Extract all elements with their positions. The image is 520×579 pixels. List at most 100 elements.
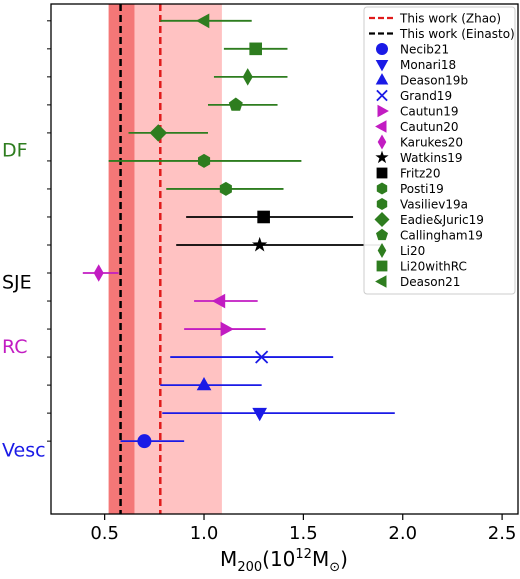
marker xyxy=(228,97,243,111)
group-label-rc: RC xyxy=(2,336,28,358)
legend-label: Fritz20 xyxy=(400,167,441,181)
legend-marker xyxy=(376,260,388,272)
marker xyxy=(211,293,226,309)
legend-entry: Callingham19 xyxy=(376,229,483,243)
legend-entry: This work (Einasto) xyxy=(369,27,515,41)
point-Karukes20 xyxy=(82,264,119,282)
legend-label: Watkins19 xyxy=(400,151,463,165)
measurement-points xyxy=(82,13,395,449)
legend-entry: Necib21 xyxy=(376,43,449,57)
legend-marker xyxy=(376,182,388,195)
group-label-df: DF xyxy=(2,140,28,162)
legend-marker xyxy=(377,243,387,258)
legend-marker xyxy=(376,167,388,179)
legend-label: This work (Zhao) xyxy=(399,12,501,26)
plot-frame xyxy=(50,3,519,515)
legend-marker xyxy=(377,104,389,118)
legend-label: Deason19b xyxy=(400,74,468,88)
legend-entry: Fritz20 xyxy=(376,167,441,181)
legend-marker xyxy=(374,212,390,227)
x-axis-ticks: 0.5 1.0 1.5 2.0 2.5 xyxy=(90,514,516,544)
point-Vasiliev19a xyxy=(108,153,302,168)
point-Watkins19 xyxy=(176,236,383,252)
legend-label: Cautun19 xyxy=(400,105,459,119)
legend-entry: Grand19 xyxy=(376,89,452,103)
x-tick-label: 2.5 xyxy=(488,523,517,544)
point-Cautun19 xyxy=(184,321,266,337)
legend-marker xyxy=(375,60,389,72)
legend-label: Necib21 xyxy=(400,43,449,57)
x-tick-label: 0.5 xyxy=(90,523,119,544)
point-Deason19b xyxy=(160,377,262,391)
legend-entry: Monari18 xyxy=(375,58,456,72)
legend-marker xyxy=(376,198,388,210)
legend-label: Li20 xyxy=(400,244,425,258)
marker xyxy=(252,236,268,252)
point-Eadie&Juric19 xyxy=(128,124,208,142)
x-axis-label: M200(1012M⊙) xyxy=(220,547,348,575)
marker xyxy=(249,42,262,56)
point-Deason21 xyxy=(160,13,252,29)
legend: This work (Zhao)This work (Einasto) Necib… xyxy=(363,6,516,295)
marker xyxy=(252,407,267,422)
y-axis-ticks xyxy=(47,20,51,442)
marker xyxy=(219,181,232,196)
marker xyxy=(196,377,212,391)
marker xyxy=(93,264,104,282)
point-Posti19 xyxy=(166,181,284,196)
legend-marker xyxy=(375,150,389,164)
marker xyxy=(242,68,253,86)
marker xyxy=(257,210,270,224)
legend-label: This work (Einasto) xyxy=(399,27,515,41)
vertical-reference-lines xyxy=(119,4,162,514)
legend-marker xyxy=(375,73,389,85)
confidence-bands xyxy=(108,4,222,514)
legend-entry: Li20withRC xyxy=(376,260,467,274)
legend-label: Monari18 xyxy=(400,58,456,72)
legend-label: Posti19 xyxy=(400,182,444,196)
legend-label: Karukes20 xyxy=(400,136,463,150)
legend-marker xyxy=(377,134,387,150)
legend-label: Cautun20 xyxy=(400,120,459,134)
marker xyxy=(196,13,210,29)
legend-label: Eadie&Juric19 xyxy=(400,213,484,227)
x-tick-label: 1.5 xyxy=(289,523,318,544)
point-Fritz20 xyxy=(186,210,354,224)
point-Necib21 xyxy=(120,434,185,449)
legend-entry: Deason19b xyxy=(375,73,468,88)
legend-entry: Posti19 xyxy=(376,182,444,196)
legend-label: Callingham19 xyxy=(400,229,483,243)
marker xyxy=(149,124,168,142)
legend-marker xyxy=(375,120,387,133)
point-Monari18 xyxy=(162,407,395,422)
marker xyxy=(137,434,152,449)
legend-label: Vasiliev19a xyxy=(400,198,468,212)
legend-label: Li20withRC xyxy=(400,260,467,274)
marker xyxy=(220,321,234,337)
legend-entry: Cautun20 xyxy=(375,120,459,134)
legend-entry: Cautun19 xyxy=(377,104,459,119)
x-tick-label: 2.0 xyxy=(388,523,417,544)
group-label-sje: SJE xyxy=(2,271,32,293)
axes xyxy=(50,3,519,515)
legend-label: Deason21 xyxy=(400,275,460,289)
point-Callingham19 xyxy=(207,97,278,111)
point-Li20withRC xyxy=(223,42,288,56)
legend-entry: Karukes20 xyxy=(377,134,463,150)
point-Cautun20 xyxy=(194,293,258,309)
marker xyxy=(255,350,269,364)
point-Grand19 xyxy=(170,350,334,364)
legend-entry: Watkins19 xyxy=(375,150,463,165)
legend-entry: This work (Zhao) xyxy=(369,12,501,26)
legend-box xyxy=(363,6,516,295)
legend-label: Grand19 xyxy=(400,89,452,103)
x-tick-label: 1.0 xyxy=(190,523,219,544)
legend-entry: Deason21 xyxy=(375,275,460,289)
legend-marker xyxy=(376,43,388,55)
legend-entry: Vasiliev19a xyxy=(376,198,468,212)
legend-entry: Eadie&Juric19 xyxy=(374,212,484,227)
group-labels: DF SJE RC Vesc xyxy=(2,140,46,462)
legend-entry: Li20 xyxy=(377,243,425,258)
legend-marker xyxy=(376,89,388,102)
